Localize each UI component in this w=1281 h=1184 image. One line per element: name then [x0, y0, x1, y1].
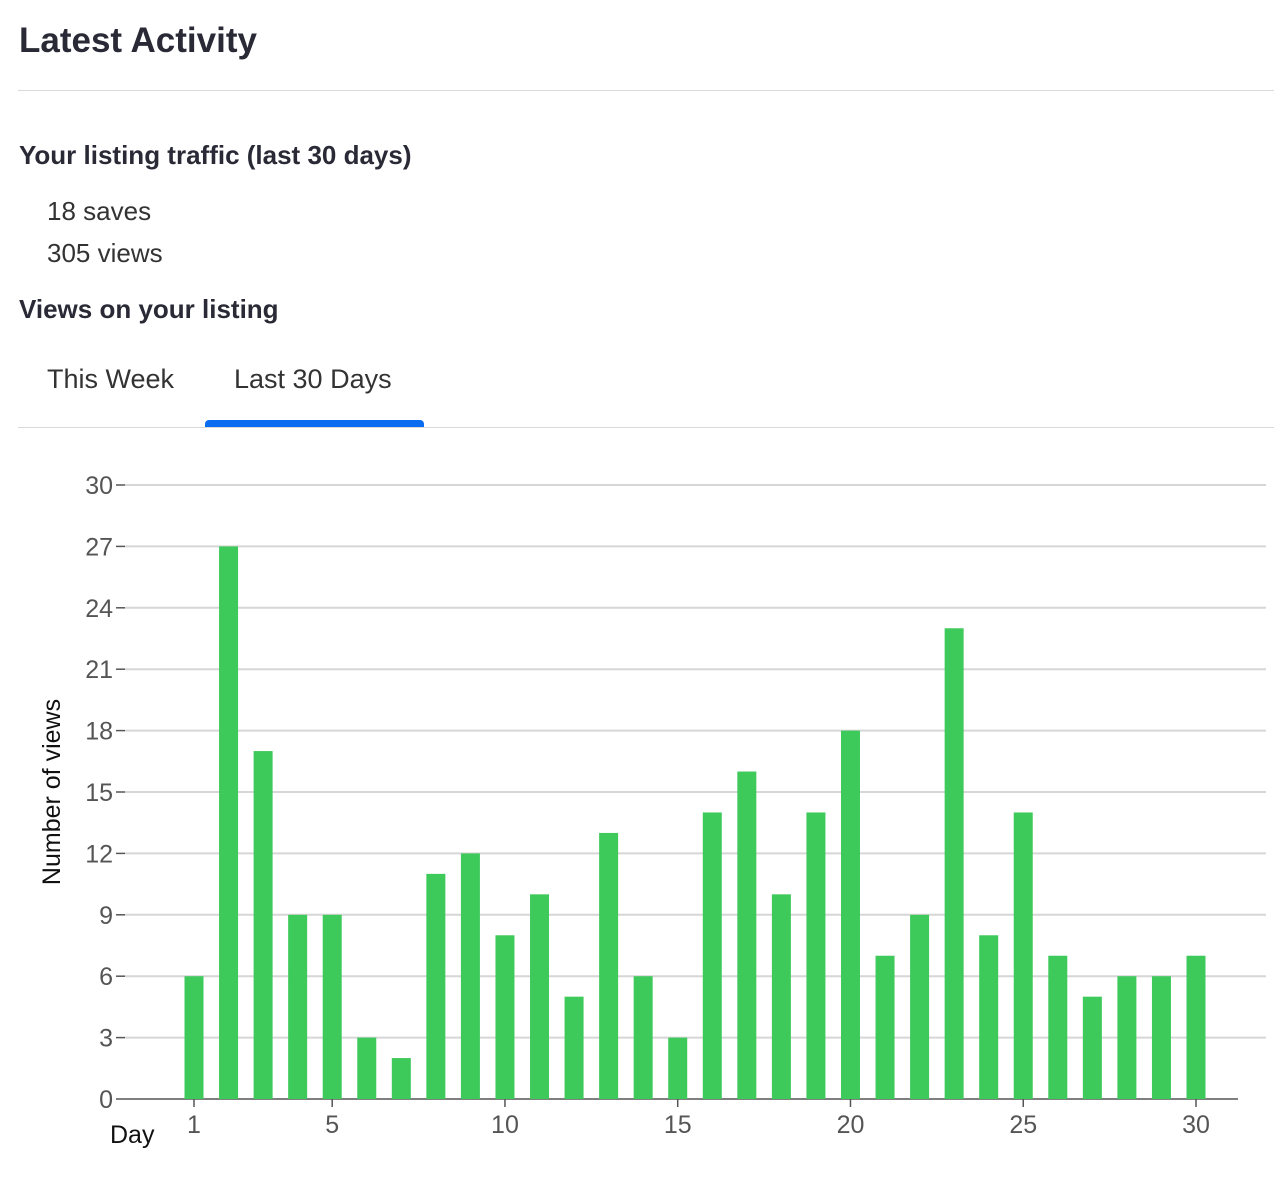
bar-day-5 — [322, 914, 342, 1099]
y-axis-label: Number of views — [38, 699, 66, 885]
bar-day-12 — [564, 996, 584, 1099]
bar-day-14 — [633, 976, 653, 1099]
y-tick-label: 18 — [85, 718, 113, 746]
tab-last-30-days[interactable]: Last 30 Days — [234, 364, 392, 394]
bar-day-1 — [184, 976, 204, 1099]
bar-day-28 — [1117, 976, 1137, 1099]
y-tick-label: 15 — [85, 779, 113, 807]
y-tick-label: 30 — [85, 472, 113, 500]
bar-day-27 — [1082, 996, 1102, 1099]
bar-day-19 — [806, 812, 826, 1099]
x-tick-label: 1 — [187, 1111, 201, 1139]
bar-day-3 — [253, 751, 273, 1099]
y-tick-label: 9 — [99, 902, 113, 930]
bar-day-6 — [357, 1037, 377, 1099]
traffic-heading: Your listing traffic (last 30 days) — [19, 140, 412, 170]
bar-day-11 — [530, 894, 550, 1099]
bar-day-4 — [288, 914, 308, 1099]
bar-day-7 — [391, 1058, 411, 1099]
tab-this-week[interactable]: This Week — [47, 364, 175, 394]
bar-day-8 — [426, 873, 446, 1099]
bar-day-16 — [702, 812, 722, 1099]
bar-day-26 — [1048, 955, 1068, 1099]
bar-day-18 — [771, 894, 791, 1099]
y-tick-label: 0 — [99, 1086, 113, 1114]
views-count: 305 views — [47, 238, 163, 268]
active-tab-indicator — [205, 420, 424, 427]
x-tick-label: 15 — [664, 1111, 692, 1139]
y-tick-label: 21 — [85, 656, 113, 684]
bar-day-29 — [1151, 976, 1171, 1099]
saves-count: 18 saves — [47, 196, 152, 226]
y-tick-label: 27 — [85, 533, 113, 561]
x-tick-label: 10 — [491, 1111, 519, 1139]
tabs-divider — [18, 427, 1274, 428]
bar-day-21 — [875, 955, 895, 1099]
bar-day-25 — [1013, 812, 1033, 1099]
y-tick-label: 24 — [85, 595, 113, 623]
bar-day-17 — [737, 771, 757, 1099]
bar-day-22 — [910, 914, 930, 1099]
bar-day-30 — [1186, 955, 1206, 1099]
y-tick-label: 3 — [99, 1025, 113, 1053]
bar-day-15 — [668, 1037, 688, 1099]
bar-day-23 — [944, 628, 964, 1099]
x-tick-label: 30 — [1182, 1111, 1210, 1139]
bar-day-20 — [840, 730, 860, 1099]
x-tick-label: 20 — [837, 1111, 865, 1139]
x-axis-label: Day — [110, 1121, 155, 1149]
bar-day-9 — [460, 853, 480, 1099]
page-title: Latest Activity — [19, 21, 257, 60]
bar-day-10 — [495, 935, 515, 1099]
bar-day-2 — [219, 546, 239, 1099]
x-tick-label: 5 — [325, 1111, 339, 1139]
x-tick-label: 25 — [1009, 1111, 1037, 1139]
bar-day-24 — [979, 935, 999, 1099]
y-tick-label: 12 — [85, 840, 113, 868]
views-heading: Views on your listing — [19, 294, 279, 324]
header-divider — [18, 90, 1274, 91]
y-tick-label: 6 — [99, 963, 113, 991]
bar-day-13 — [599, 832, 619, 1099]
